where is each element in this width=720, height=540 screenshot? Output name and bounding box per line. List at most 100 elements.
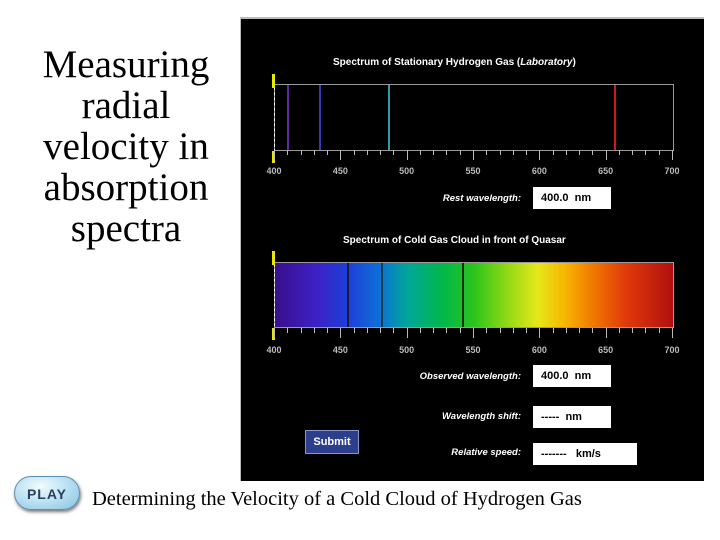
- axis-tick-label: 500: [399, 345, 415, 355]
- axis-tick: [473, 150, 474, 160]
- spectrum-simulation-panel: Spectrum of Stationary Hydrogen Gas (Lab…: [240, 17, 704, 481]
- rest-wavelength-slider-top[interactable]: [272, 74, 275, 88]
- emission-line: [613, 85, 616, 150]
- axis-tick: [327, 328, 329, 333]
- emission-line: [319, 85, 322, 150]
- rest-marker-dashed-line: [274, 82, 275, 152]
- axis-tick: [287, 150, 289, 155]
- axis-tick: [632, 328, 634, 333]
- axis-tick: [579, 150, 581, 155]
- axis-tick: [526, 150, 528, 155]
- axis-tick: [433, 328, 435, 333]
- axis-tick: [380, 150, 382, 155]
- axis-tick: [366, 150, 368, 155]
- submit-button[interactable]: Submit: [305, 430, 359, 454]
- rest-wavelength-label: Rest wavelength:: [442, 193, 521, 204]
- axis-tick-label: 700: [664, 166, 680, 176]
- axis-tick: [459, 328, 461, 333]
- axis-tick: [605, 150, 607, 160]
- stationary-title-italic: Laboratory: [520, 57, 573, 68]
- axis-tick: [672, 150, 673, 160]
- observed-wavelength-value: 400.0: [541, 370, 569, 382]
- observed-marker-dashed-line: [274, 259, 275, 331]
- play-button[interactable]: PLAY: [14, 476, 80, 510]
- axis-tick-label: 650: [598, 166, 614, 176]
- observed-wavelength-slider-bottom[interactable]: [272, 328, 275, 340]
- slide-caption: Determining the Velocity of a Cold Cloud…: [92, 488, 582, 510]
- axis-tick: [526, 328, 528, 333]
- axis-tick: [313, 150, 315, 155]
- axis-tick: [539, 328, 541, 338]
- axis-tick: [658, 150, 660, 155]
- wavelength-shift-value: -----: [541, 411, 560, 423]
- wavelength-shift-field: ----- nm: [533, 406, 611, 428]
- cloud-spectrum-display: [274, 262, 674, 328]
- observed-wavelength-unit: nm: [574, 370, 592, 382]
- axis-tick: [512, 328, 514, 333]
- axis-tick-label: 600: [531, 345, 547, 355]
- axis-tick: [459, 150, 461, 155]
- axis-tick: [486, 150, 488, 155]
- axis-tick-label: 400: [266, 166, 282, 176]
- rest-wavelength-slider-bottom[interactable]: [272, 151, 275, 163]
- emission-line: [388, 85, 391, 150]
- axis-tick: [672, 328, 673, 338]
- axis-tick: [552, 328, 554, 333]
- axis-tick: [274, 328, 275, 338]
- axis-tick: [419, 150, 421, 155]
- observed-wavelength-slider-top[interactable]: [272, 251, 275, 265]
- axis-tick: [592, 328, 594, 333]
- axis-tick: [486, 328, 488, 333]
- relative-speed-field: ------- km/s: [533, 443, 637, 465]
- axis-tick: [353, 150, 355, 155]
- axis-tick: [499, 328, 501, 333]
- axis-tick: [618, 150, 620, 155]
- axis-tick-label: 400: [266, 345, 282, 355]
- axis-tick: [313, 328, 315, 333]
- axis-tick: [340, 328, 342, 338]
- axis-tick: [300, 150, 302, 155]
- axis-tick-label: 450: [332, 166, 348, 176]
- wavelength-shift-unit: nm: [565, 411, 582, 423]
- stationary-axis-ticks: [274, 150, 673, 162]
- stationary-spectrum-title: Spectrum of Stationary Hydrogen Gas (Lab…: [333, 57, 576, 68]
- axis-tick: [565, 328, 567, 333]
- axis-tick: [340, 150, 342, 160]
- rest-wavelength-value: 400.0: [541, 192, 569, 204]
- observed-wavelength-field: 400.0 nm: [533, 365, 611, 387]
- axis-tick: [512, 150, 514, 155]
- absorption-line: [381, 263, 384, 327]
- rest-wavelength-unit: nm: [574, 192, 592, 204]
- relative-speed-unit: km/s: [575, 448, 601, 460]
- axis-tick: [353, 328, 355, 333]
- slide-title: Measuring radial velocity in absorption …: [22, 44, 230, 249]
- axis-tick: [658, 328, 660, 333]
- axis-tick: [274, 150, 275, 160]
- axis-tick: [393, 328, 395, 333]
- stationary-spectrum-display: [274, 84, 674, 151]
- cloud-axis-ticks: [274, 328, 673, 340]
- title-line: radial: [81, 84, 171, 127]
- wavelength-shift-label: Wavelength shift:: [442, 411, 521, 422]
- axis-tick: [287, 328, 289, 333]
- axis-tick: [393, 150, 395, 155]
- axis-tick: [300, 328, 302, 333]
- axis-tick-label: 550: [465, 166, 481, 176]
- axis-tick-label: 600: [531, 166, 547, 176]
- stationary-title-text: Spectrum of Stationary Hydrogen Gas (: [333, 57, 521, 68]
- title-line: Measuring: [42, 43, 210, 86]
- axis-tick: [605, 328, 607, 338]
- axis-tick: [327, 150, 329, 155]
- title-line: spectra: [70, 207, 182, 250]
- axis-tick: [446, 328, 448, 333]
- axis-tick: [499, 150, 501, 155]
- axis-tick: [592, 150, 594, 155]
- axis-tick: [565, 150, 567, 155]
- axis-tick: [539, 150, 541, 160]
- axis-tick: [433, 150, 435, 155]
- axis-tick-label: 450: [332, 345, 348, 355]
- axis-tick: [618, 328, 620, 333]
- axis-tick: [473, 328, 474, 338]
- relative-speed-label: Relative speed:: [451, 447, 521, 458]
- axis-tick-label: 550: [465, 345, 481, 355]
